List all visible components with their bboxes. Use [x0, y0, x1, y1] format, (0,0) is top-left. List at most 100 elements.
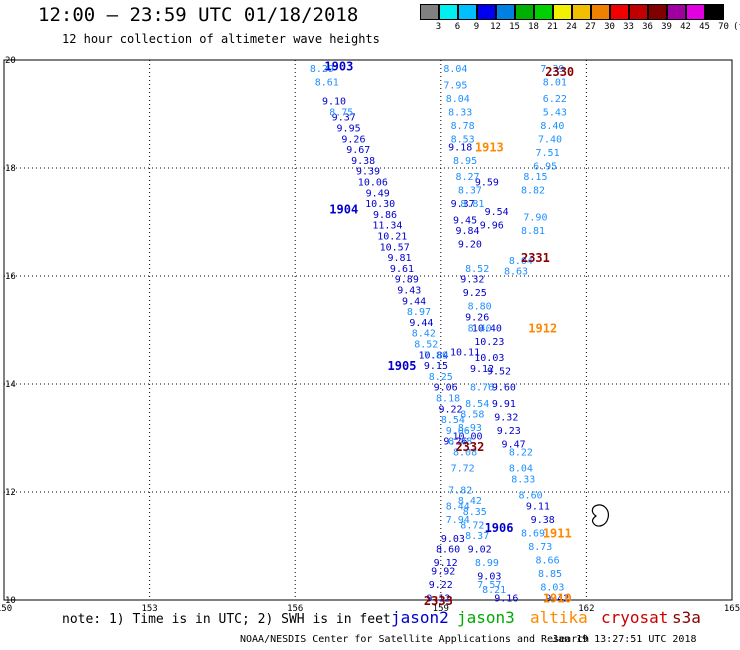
swh-value-jason3: 8.93 [458, 423, 482, 434]
legend-label: 45 [699, 22, 710, 32]
legend-label: 15 [509, 22, 520, 32]
swh-value-jason2: 9.06 [434, 383, 458, 394]
legend-swatch [629, 4, 648, 20]
pass-label: 2331 [521, 251, 550, 265]
swh-value-jason2: 9.37 [451, 199, 475, 210]
swh-value-jason3: 8.27 [455, 172, 479, 183]
swh-value-jason3: 8.80 [468, 302, 492, 313]
swh-value-jason3: 7.89 [424, 350, 448, 361]
swh-value-jason3: 8.35 [463, 507, 487, 518]
y-tick-label: 10 [5, 596, 16, 606]
legend-swatch [496, 4, 515, 20]
map-subtitle: 12 hour collection of altimeter wave hei… [62, 32, 380, 46]
swh-value-jason2: 9.38 [351, 156, 375, 167]
swh-value-jason3: 8.63 [504, 267, 528, 278]
legend-label: 39 [661, 22, 672, 32]
swh-value-jason2: 9.67 [346, 145, 370, 156]
pass-label: 1906 [485, 521, 514, 535]
legend-label: 9 [473, 22, 480, 32]
pass-label: 2330 [545, 65, 574, 79]
sat-cryosat-label: cryosat [601, 608, 669, 627]
swh-value-jason3: 7.40 [538, 134, 562, 145]
swh-value-jason2: 9.32 [460, 275, 484, 286]
swh-value-jason3: 8.95 [453, 156, 477, 167]
swh-value-jason2: 9.03 [477, 572, 501, 583]
swh-value-jason2: 9.43 [397, 286, 421, 297]
legend-label: 36 [642, 22, 653, 32]
x-tick-label: 162 [578, 604, 594, 614]
legend-swatch [667, 4, 686, 20]
legend-swatch [553, 4, 572, 20]
swh-value-jason2: 9.47 [502, 439, 526, 450]
swh-value-jason3: 8.58 [460, 410, 484, 421]
legend-label: 18 [528, 22, 539, 32]
swh-value-jason3: 8.73 [528, 542, 552, 553]
swh-value-jason3: 6.22 [543, 94, 567, 105]
swh-value-jason2: 10.06 [358, 178, 388, 189]
x-tick-label: 165 [724, 604, 740, 614]
swh-value-jason3: 8.08 [453, 448, 477, 459]
swh-value-jason2: 9.12 [434, 558, 458, 569]
y-tick-label: 20 [5, 56, 16, 66]
swh-value-jason2: 9.49 [366, 188, 390, 199]
swh-value-jason3: 8.03 [540, 583, 564, 594]
x-tick-label: 153 [141, 604, 157, 614]
swh-value-jason2: 9.02 [468, 545, 492, 556]
swh-value-jason3: 8.04 [509, 464, 533, 475]
legend-label: 33 [623, 22, 634, 32]
swh-value-jason3: 7.72 [451, 464, 475, 475]
swh-value-jason3: 8.78 [451, 121, 475, 132]
legend-swatch [591, 4, 610, 20]
swh-value-jason2: 9.12 [426, 593, 450, 604]
swh-value-jason3: 6.95 [533, 161, 557, 172]
swh-value-jason3: 8.33 [511, 475, 535, 486]
map-frame [3, 59, 733, 601]
y-tick-label: 12 [5, 488, 16, 498]
legend-swatch [648, 4, 667, 20]
legend-swatch [572, 4, 591, 20]
swh-value-jason2: 9.20 [458, 240, 482, 251]
swh-value-jason3: 8.29 [310, 64, 334, 75]
y-tick-label: 14 [5, 380, 16, 390]
swh-value-jason2: 8.60 [436, 545, 460, 556]
swh-value-jason2: 9.52 [487, 367, 511, 378]
legend-label: 24 [566, 22, 577, 32]
swh-value-jason3: 8.75 [329, 107, 353, 118]
legend-label: 30 [604, 22, 615, 32]
swh-value-jason2: 9.54 [485, 207, 509, 218]
swh-value-jason2: 10.00 [452, 431, 482, 442]
swh-value-jason2: 10.21 [377, 232, 407, 243]
swh-value-jason2: 10.84 [418, 350, 448, 361]
swh-value-jason2: 9.23 [497, 426, 521, 437]
x-tick-label: 159 [433, 604, 449, 614]
pass-label: 1911 [543, 527, 572, 541]
x-tick-label: 150 [0, 604, 12, 614]
swh-value-jason3: 7.39 [540, 64, 564, 75]
legend-swatch [439, 4, 458, 20]
legend-swatch [420, 4, 439, 20]
pass-label: 2332 [455, 440, 484, 454]
swh-value-jason2: 9.26 [341, 134, 365, 145]
swh-value-jason2: 9.45 [453, 215, 477, 226]
map-title: 12:00 — 23:59 UTC 01/18/2018 [38, 4, 359, 26]
swh-value-jason3: 8.40 [468, 323, 492, 334]
legend-label: 42 [680, 22, 691, 32]
pass-label: 2333 [424, 594, 453, 608]
swh-value-jason2: 10.40 [472, 323, 502, 334]
pass-label: 1905 [388, 359, 417, 373]
swh-value-jason2: 9.25 [463, 288, 487, 299]
swh-value-jason2: 9.39 [356, 167, 380, 178]
swh-value-jason3: 8.01 [543, 78, 567, 89]
note-text: note: 1) Time is in UTC; 2) SWH is in fe… [62, 612, 391, 627]
swh-value-jason2: 9.96 [480, 221, 504, 232]
swh-value-jason2: 9.92 [431, 566, 455, 577]
swh-value-jason2: 9.59 [475, 178, 499, 189]
sat-jason2-label: jason2 [391, 608, 449, 627]
swh-value-jason2: 11.34 [372, 221, 402, 232]
pass-label: 1913 [475, 140, 504, 154]
swh-value-jason3: 8.04 [443, 64, 467, 75]
swh-value-jason2: 9.84 [455, 226, 479, 237]
swh-value-jason2: 10.23 [474, 337, 504, 348]
swh-value-jason3: 8.52 [414, 340, 438, 351]
swh-value-jason3: 8.76 [470, 383, 494, 394]
